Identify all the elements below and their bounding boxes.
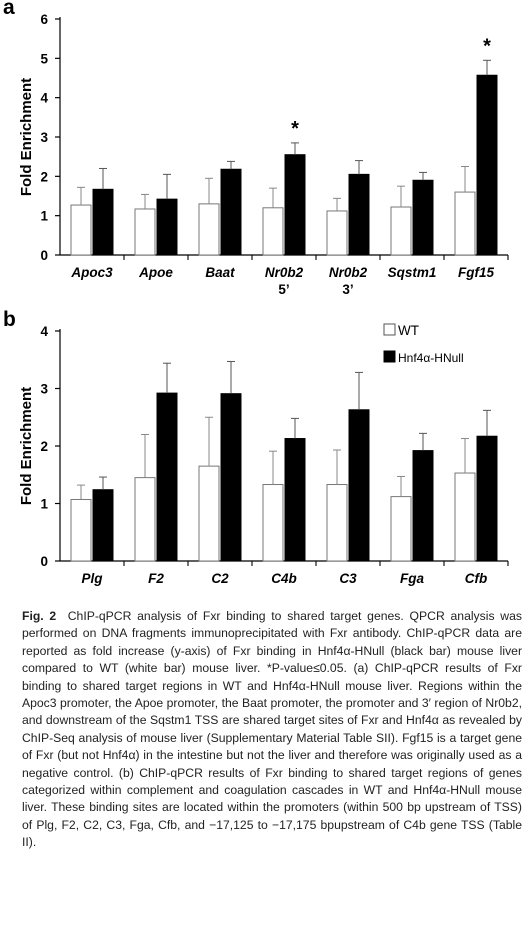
- panel-b-chart: b Fold Enrichment 0 1 2 3 4 Plg F2 C2 C4b C3 Fga Cfb W…: [0, 305, 528, 605]
- panel-letter: a: [3, 0, 15, 19]
- bar: [92, 489, 114, 562]
- bar: [284, 154, 306, 256]
- bar: [412, 450, 434, 562]
- x-tick-label: C3: [339, 571, 357, 586]
- bar: [70, 498, 92, 562]
- bar: [412, 179, 434, 256]
- chart-a-svg: a Fold Enrichment 0 1 2 3 4 5 6 Apoc3 Apoe Baat Nr0b…: [3, 0, 509, 297]
- y-tick-label: 6: [40, 12, 48, 27]
- bar: [262, 207, 284, 256]
- bar: [262, 484, 284, 562]
- chart-b-svg: b Fold Enrichment 0 1 2 3 4 Plg F2 C2 C4b C3 Fga Cfb W…: [3, 308, 509, 586]
- bar: [156, 392, 178, 562]
- bar: [476, 435, 498, 562]
- bar: [220, 393, 242, 562]
- y-axis-label: Fold Enrichment: [18, 387, 35, 505]
- x-tick-label: 5’: [278, 282, 289, 297]
- x-tick-label: Plg: [81, 571, 103, 586]
- y-tick-label: 5: [40, 51, 48, 66]
- bar: [220, 168, 242, 256]
- x-tick-label: F2: [148, 571, 164, 586]
- x-tick-label: 3’: [342, 282, 353, 297]
- x-tick-label: Nr0b2: [265, 265, 304, 280]
- y-axis-label: Fold Enrichment: [18, 78, 35, 196]
- y-tick-label: 3: [40, 382, 48, 397]
- x-tick-label: Nr0b2: [329, 265, 368, 280]
- significance-star: *: [483, 35, 491, 57]
- y-tick-label: 2: [40, 439, 48, 454]
- y-tick-label: 1: [40, 209, 48, 224]
- y-tick-label: 0: [40, 554, 48, 569]
- bar: [390, 496, 412, 562]
- x-tick-label: Fga: [400, 571, 424, 586]
- figure-label: Fig. 2: [22, 609, 57, 623]
- y-tick-label: 0: [40, 248, 48, 263]
- bar: [198, 203, 220, 256]
- legend-swatch: [383, 350, 396, 363]
- caption-text: QPCR analysis was performed on DNA fragm…: [22, 609, 522, 850]
- bar: [454, 472, 476, 562]
- bar: [476, 74, 498, 256]
- legend-label: WT: [398, 323, 419, 338]
- y-tick-label: 3: [40, 130, 48, 145]
- x-tick-label: Baat: [205, 265, 235, 280]
- bar: [326, 210, 348, 256]
- x-tick-label: Fgf15: [458, 265, 494, 280]
- y-tick-label: 4: [40, 91, 48, 106]
- figure-caption: Fig. 2 ChIP-qPCR analysis of Fxr binding…: [22, 608, 522, 852]
- bar: [454, 191, 476, 256]
- bar: [348, 409, 370, 562]
- bar: [348, 173, 370, 256]
- panel-letter: b: [3, 308, 16, 331]
- caption-title: ChIP-qPCR analysis of Fxr binding to sha…: [67, 609, 404, 623]
- bar: [70, 204, 92, 256]
- x-tick-label: Apoe: [138, 265, 173, 280]
- x-tick-label: C2: [211, 571, 229, 586]
- x-tick-label: C4b: [271, 571, 297, 586]
- legend-swatch: [383, 323, 396, 336]
- bar: [326, 484, 348, 562]
- y-tick-label: 1: [40, 497, 48, 512]
- y-tick-label: 2: [40, 169, 48, 184]
- bar: [156, 198, 178, 256]
- bar: [134, 208, 156, 256]
- panel-a-chart: a Fold Enrichment 0 1 2 3 4 5 6 Apoc3 Apoe Baat Nr0b…: [0, 0, 528, 305]
- legend-label: Hnf4α-HNull: [398, 351, 464, 365]
- y-tick-label: 4: [40, 324, 48, 339]
- bar: [198, 465, 220, 562]
- x-tick-label: Sqstm1: [388, 265, 437, 280]
- bar: [92, 188, 114, 256]
- bar: [284, 438, 306, 562]
- bar: [134, 477, 156, 562]
- x-tick-label: Cfb: [465, 571, 488, 586]
- significance-star: *: [291, 118, 299, 140]
- x-tick-label: Apoc3: [70, 265, 113, 280]
- bar: [390, 206, 412, 256]
